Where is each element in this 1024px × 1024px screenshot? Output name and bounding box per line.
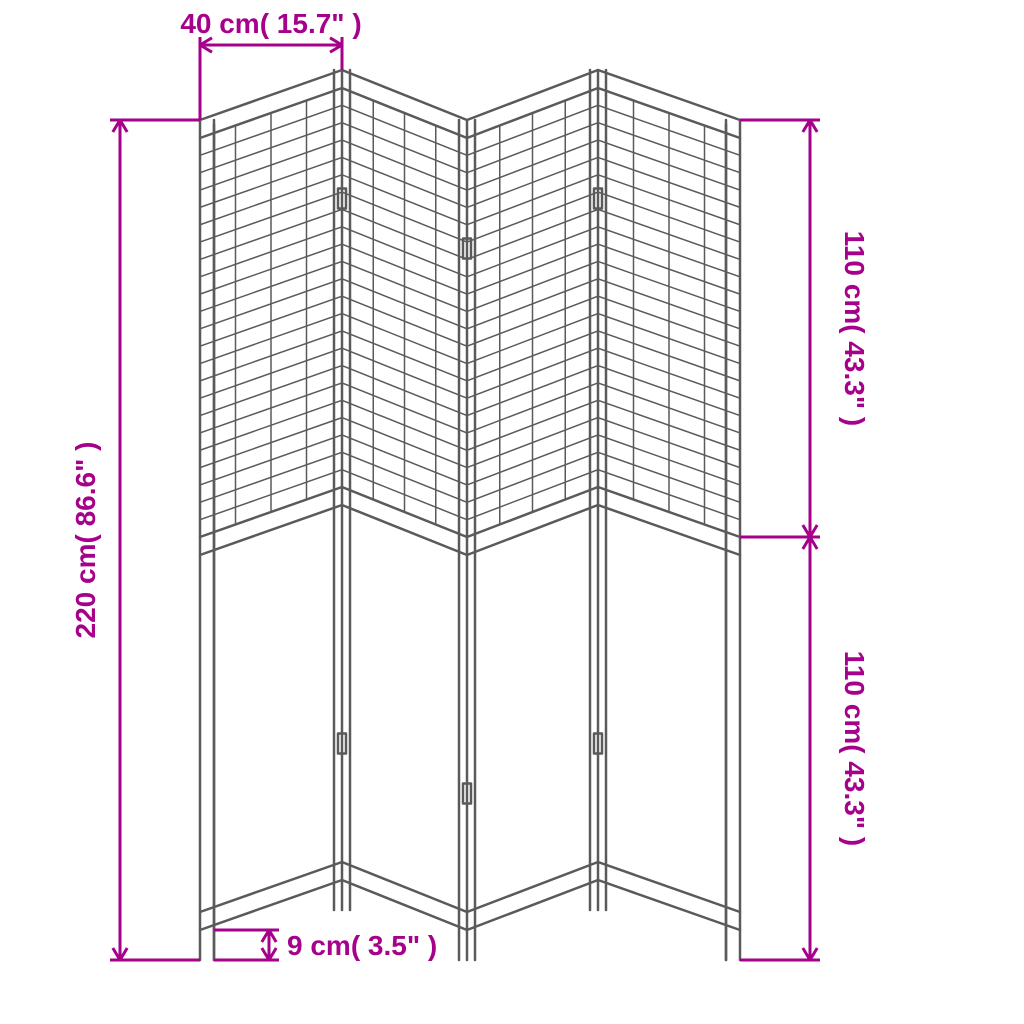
- slat-pattern: [200, 101, 740, 525]
- dim-panel-width: 40 cm( 15.7" ): [180, 8, 361, 39]
- dim-foot-height: 9 cm( 3.5" ): [287, 930, 437, 961]
- product-drawing: [200, 70, 740, 960]
- dim-total-height: 220 cm( 86.6" ): [70, 442, 101, 639]
- dim-lower-section: 110 cm( 43.3" ): [839, 651, 870, 846]
- dim-upper-section: 110 cm( 43.3" ): [839, 231, 870, 426]
